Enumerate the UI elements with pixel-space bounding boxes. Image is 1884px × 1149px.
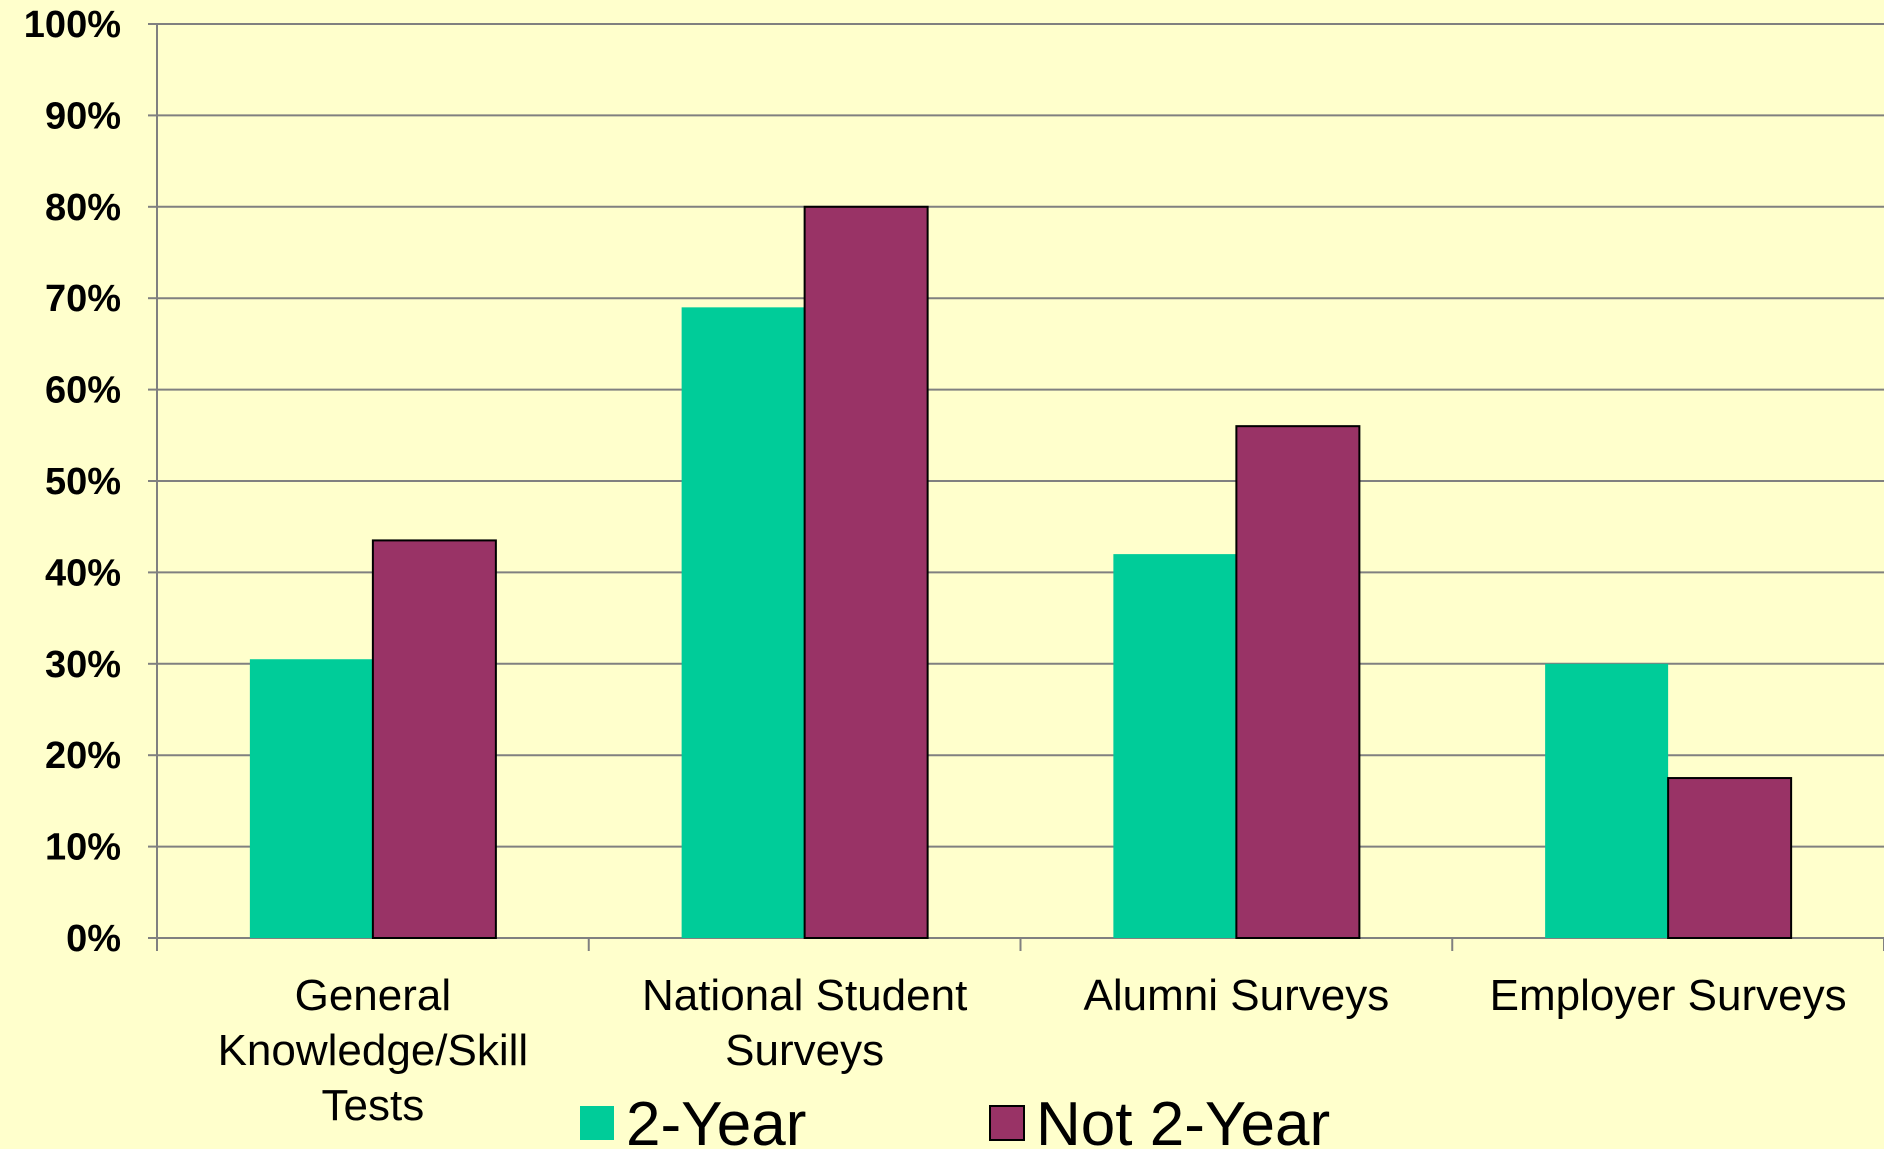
x-category-label: National Student: [642, 971, 967, 1020]
x-category-label: Knowledge/Skill: [218, 1026, 529, 1075]
y-tick-label: 80%: [45, 187, 121, 229]
bars: [249, 205, 1793, 940]
bar-series-1: [681, 307, 805, 939]
bar-series-2: [371, 539, 497, 939]
bar-series-1: [249, 659, 373, 938]
bar-series-1: [1113, 554, 1237, 938]
x-axis-category-labels: General Knowledge/Skill Tests National Stud…: [218, 971, 1847, 1130]
x-category-label: Alumni Surveys: [1084, 971, 1390, 1020]
x-category-label: Surveys: [725, 1026, 884, 1075]
x-category-label: General: [295, 971, 452, 1020]
y-axis-ticks: 0% 10% 20% 30% 40% 50% 60% 70% 80% 90% 100%: [24, 4, 121, 960]
bar-series-1: [1545, 663, 1669, 938]
x-category-label: Tests: [322, 1081, 425, 1130]
y-tick-label: 90%: [45, 95, 121, 137]
x-category-label: Employer Surveys: [1490, 971, 1847, 1020]
legend: 2-Year Not 2-Year: [580, 1090, 1330, 1149]
y-tick-label: 60%: [45, 370, 121, 412]
y-tick-label: 40%: [45, 552, 121, 594]
legend-swatch: [580, 1106, 614, 1140]
legend-label: 2-Year: [626, 1090, 806, 1149]
bar-series-2: [803, 205, 929, 940]
legend-label: Not 2-Year: [1036, 1090, 1330, 1149]
y-tick-label: 50%: [45, 461, 121, 503]
bar-series-2: [1667, 777, 1793, 939]
bar-series-2: [1235, 425, 1361, 939]
y-tick-label: 30%: [45, 644, 121, 686]
y-tick-label: 0%: [66, 918, 121, 960]
y-tick-label: 100%: [24, 4, 121, 46]
y-tick-label: 70%: [45, 278, 121, 320]
legend-swatch: [989, 1105, 1025, 1141]
y-tick-label: 10%: [45, 827, 121, 869]
y-tick-label: 20%: [45, 735, 121, 777]
